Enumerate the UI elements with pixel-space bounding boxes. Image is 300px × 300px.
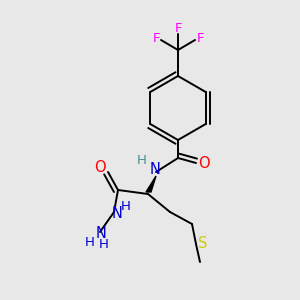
Text: N: N [96, 226, 106, 242]
Text: S: S [198, 236, 208, 251]
Text: F: F [152, 32, 160, 44]
Text: H: H [85, 236, 95, 250]
Text: N: N [112, 206, 122, 221]
Text: N: N [150, 161, 160, 176]
Text: F: F [174, 22, 182, 35]
Text: H: H [99, 238, 109, 251]
Text: H: H [121, 200, 131, 214]
Text: O: O [94, 160, 106, 175]
Text: O: O [198, 155, 210, 170]
Polygon shape [146, 176, 156, 192]
Text: H: H [137, 154, 147, 166]
Text: F: F [196, 32, 204, 44]
